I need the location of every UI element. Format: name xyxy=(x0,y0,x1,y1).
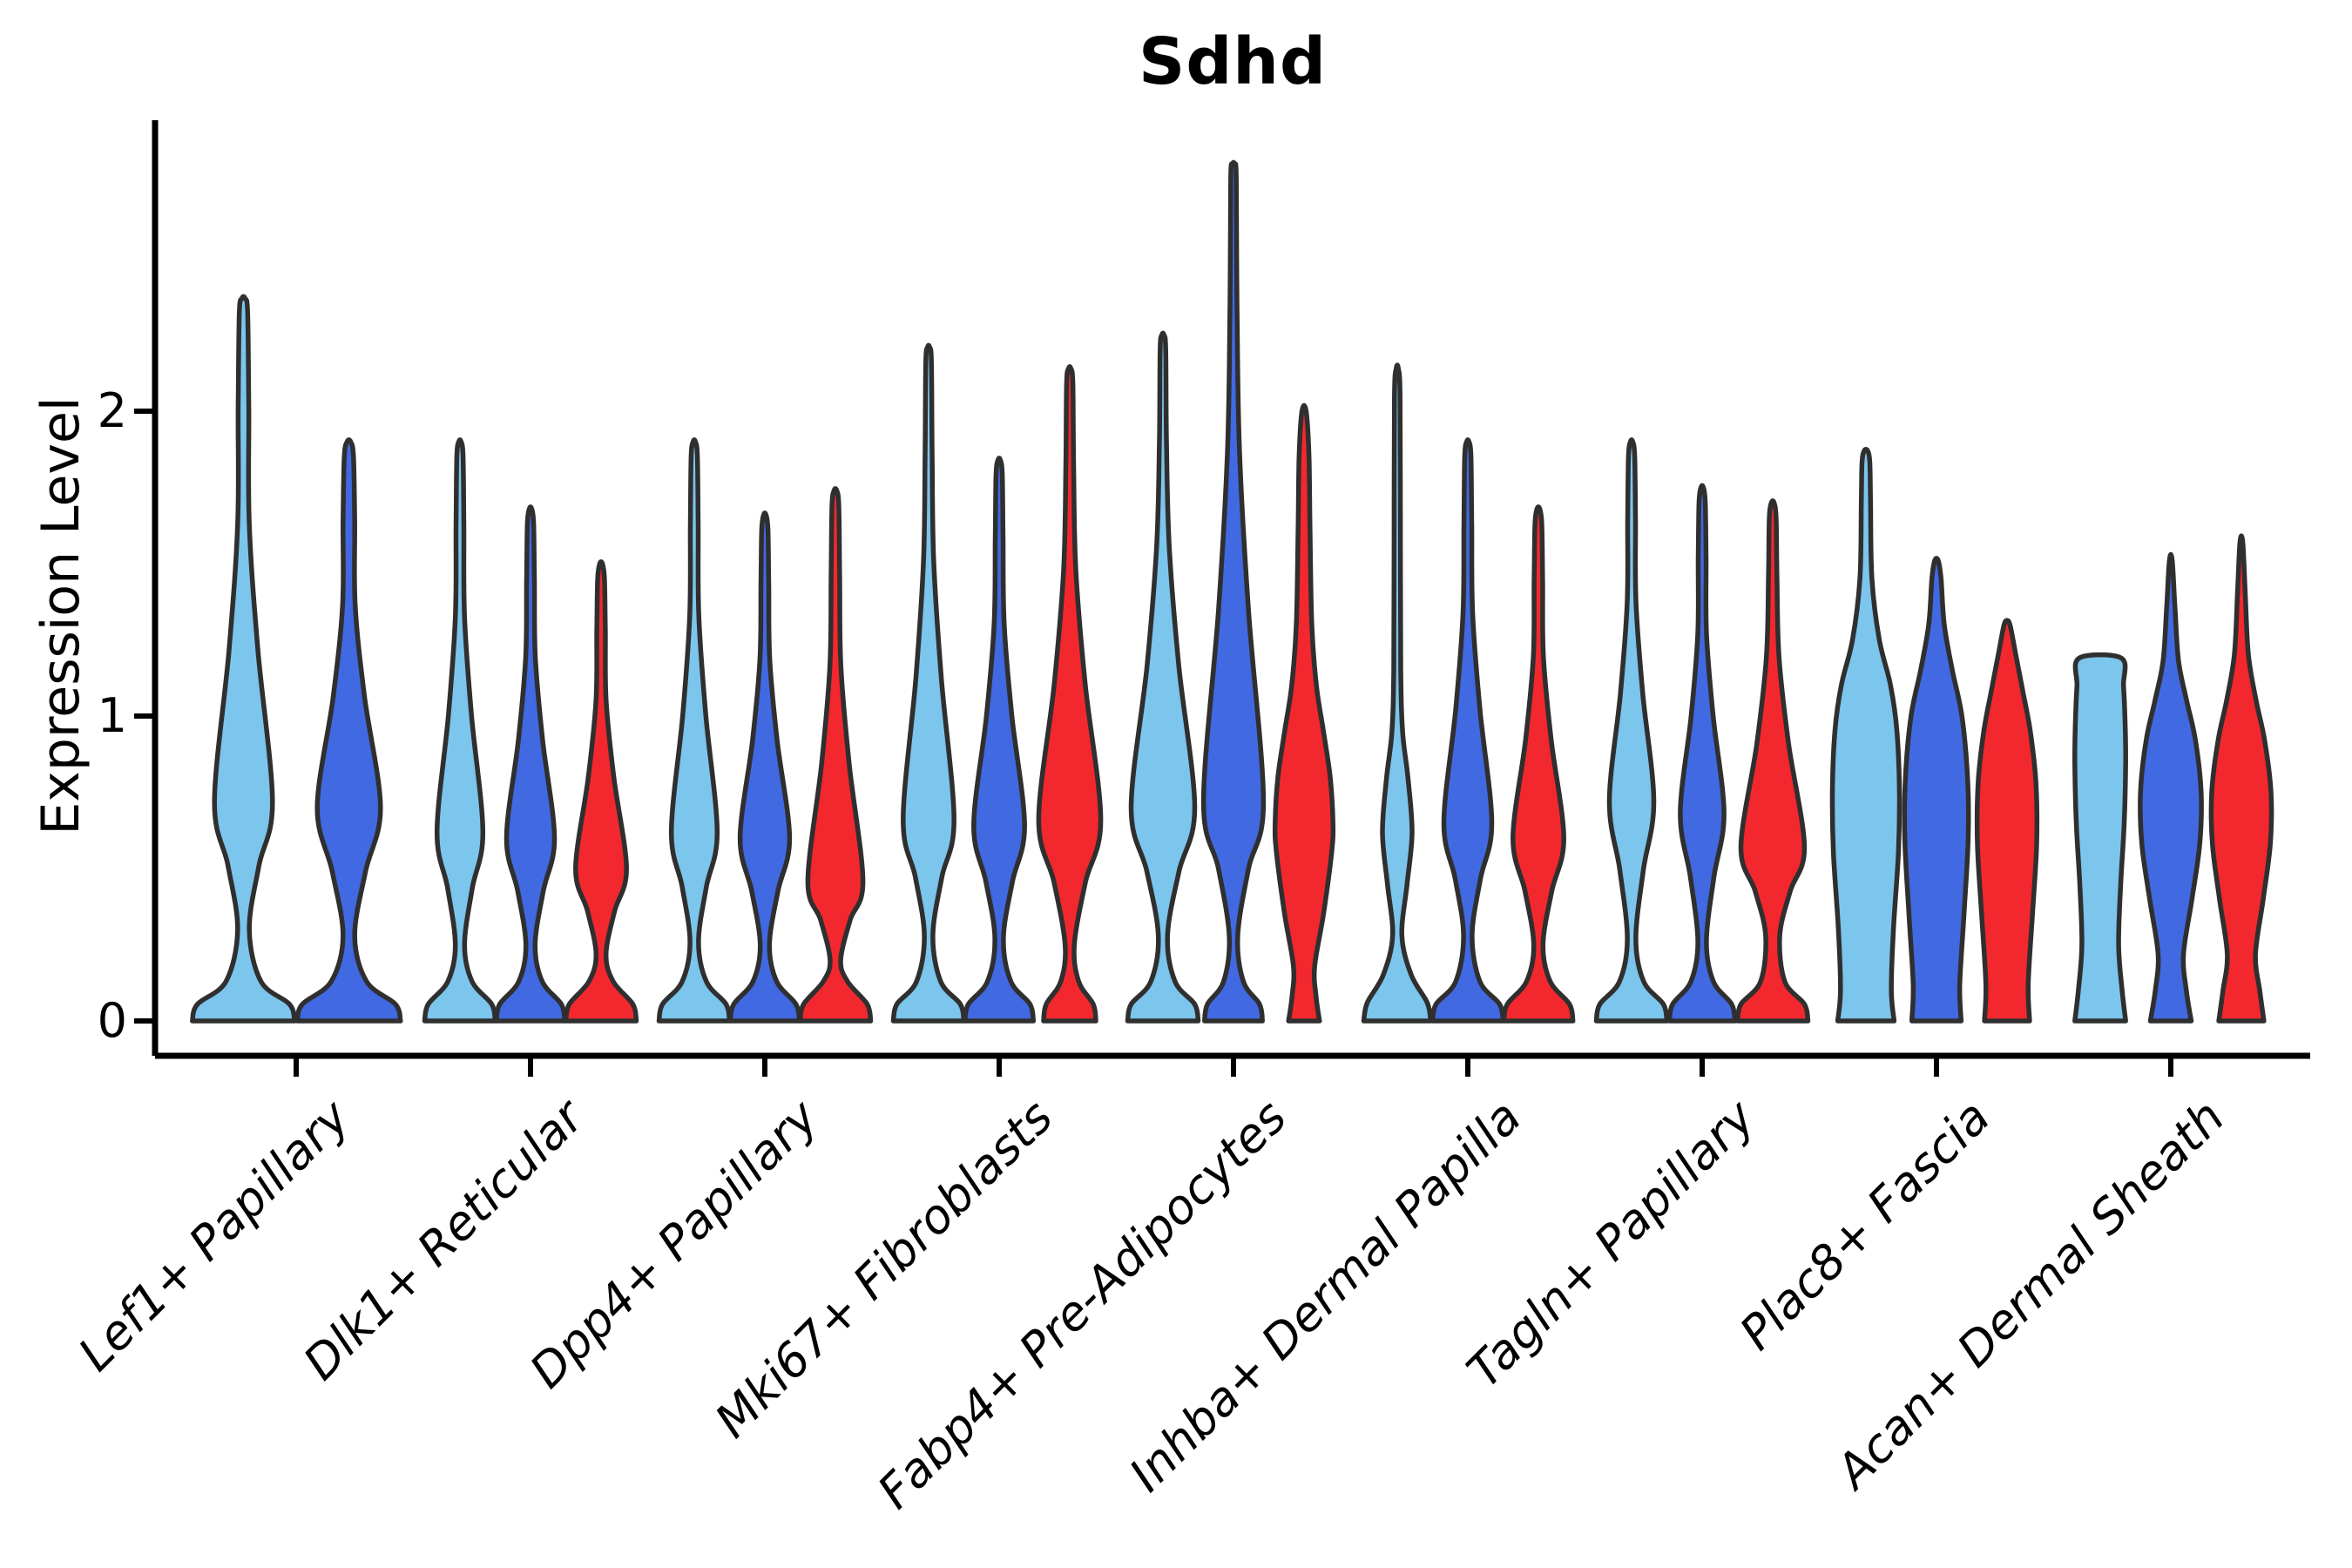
violin-fabp4-pre-adipocytes-light_blue xyxy=(1125,330,1201,1024)
violin-plac8-fascia-light_blue xyxy=(1829,447,1903,1024)
violin-dpp4-papillary-dark_blue xyxy=(727,510,802,1024)
violin-dpp4-papillary-red xyxy=(797,486,874,1024)
violin-acan-dermal-sheath-red xyxy=(2208,533,2274,1024)
y-tick-label-2: 2 xyxy=(97,383,127,438)
violin-lef1-papillary-light_blue xyxy=(190,294,297,1024)
violin-tagln-papillary-light_blue xyxy=(1593,437,1670,1024)
violin-plac8-fascia-red xyxy=(1974,618,2040,1024)
violin-inhba-dermal-papilla-red xyxy=(1501,504,1576,1024)
violin-fabp4-pre-adipocytes-dark_blue xyxy=(1200,159,1267,1024)
violin-mki67-fibroblasts-red xyxy=(1036,364,1104,1024)
violin-lef1-papillary-dark_blue xyxy=(294,437,403,1024)
plot-title: Sdhd xyxy=(1139,24,1327,99)
violin-inhba-dermal-papilla-light_blue xyxy=(1361,362,1434,1024)
y-axis-label: Expression Level xyxy=(30,396,91,835)
violin-dlk1-reticular-red xyxy=(563,559,639,1024)
y-tick-label-0: 0 xyxy=(97,993,127,1048)
violin-fabp4-pre-adipocytes-red xyxy=(1272,402,1336,1024)
violin-mki67-fibroblasts-dark_blue xyxy=(962,456,1037,1024)
y-tick-label-1: 1 xyxy=(97,688,127,743)
violin-dlk1-reticular-dark_blue xyxy=(493,504,568,1024)
violin-dpp4-papillary-light_blue xyxy=(656,437,733,1024)
violin-plac8-fascia-dark_blue xyxy=(1902,556,1971,1024)
violin-acan-dermal-sheath-dark_blue xyxy=(2138,551,2204,1024)
violin-tagln-papillary-dark_blue xyxy=(1666,483,1738,1024)
violin-mki67-fibroblasts-light_blue xyxy=(890,342,967,1024)
violin-inhba-dermal-papilla-dark_blue xyxy=(1429,437,1506,1024)
violin-tagln-papillary-red xyxy=(1734,498,1811,1024)
violin-dlk1-reticular-light_blue xyxy=(422,437,498,1024)
violin-acan-dermal-sheath-light_blue xyxy=(2072,652,2128,1024)
